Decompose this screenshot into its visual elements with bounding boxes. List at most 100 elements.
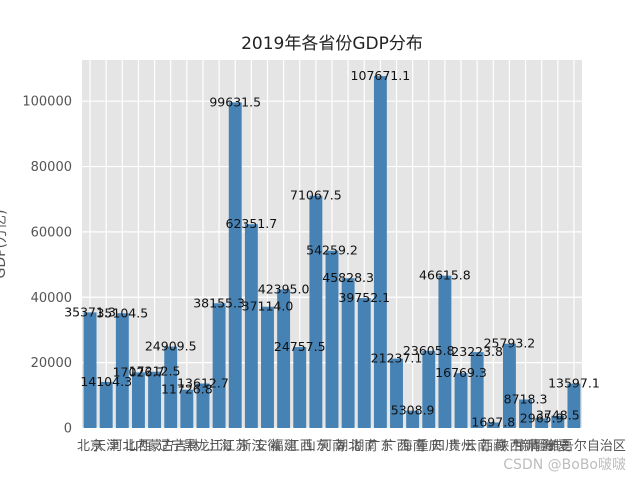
x-category-label: 新疆维吾尔自治区 — [522, 438, 626, 454]
x-category-label: 青海 — [529, 439, 555, 454]
bar — [422, 350, 436, 428]
x-category-label: 江苏 — [222, 438, 248, 454]
x-category-label: 西藏 — [480, 439, 506, 454]
data-label: 23223.8 — [451, 344, 503, 359]
data-label: 3748.5 — [536, 408, 580, 423]
data-label: 11726.8 — [161, 382, 213, 397]
bar — [212, 303, 226, 428]
chart-title: 2019年各省份GDP分布 — [241, 34, 423, 54]
bars — [83, 76, 581, 429]
bar — [486, 422, 500, 428]
x-category-label: 海南 — [400, 438, 426, 454]
x-category-label: 贵州 — [448, 439, 474, 454]
bar — [454, 373, 468, 428]
data-label: 99631.5 — [209, 94, 261, 109]
x-category-label: 广西 — [384, 439, 410, 454]
x-category-label: 湖南 — [351, 438, 377, 454]
bar — [196, 383, 210, 428]
x-category-label: 四川 — [432, 439, 458, 454]
x-category-label: 安徽 — [254, 439, 280, 454]
bar — [567, 383, 581, 428]
x-category-label: 云南 — [464, 438, 490, 454]
bar — [535, 418, 549, 428]
bar — [551, 415, 565, 428]
y-tick-label: 100000 — [22, 95, 72, 110]
x-category-label: 广东 — [367, 439, 393, 454]
data-label: 14104.3 — [80, 374, 132, 389]
data-label: 8718.3 — [504, 392, 548, 407]
x-category-label: 宁夏 — [545, 438, 571, 454]
x-category-label: 河南 — [319, 438, 345, 454]
bar — [373, 76, 387, 429]
data-label: 46615.8 — [419, 268, 471, 283]
data-label: 35371.3 — [64, 304, 116, 319]
x-category-label: 福建 — [271, 439, 297, 454]
data-label: 17026.7 — [113, 364, 165, 379]
bar — [357, 298, 371, 428]
data-label: 25793.2 — [484, 336, 536, 351]
data-label: 38155.3 — [193, 295, 245, 310]
bar — [132, 372, 145, 428]
y-tick-label: 0 — [64, 422, 72, 437]
data-label: 107671.1 — [351, 68, 411, 83]
y-tick-label: 40000 — [31, 291, 72, 306]
data-label: 37114.0 — [242, 299, 294, 314]
data-label: 23605.8 — [403, 343, 455, 358]
bar — [325, 250, 339, 428]
data-label: 1697.8 — [471, 414, 515, 429]
watermark: CSDN @BoBo啵啵 — [503, 457, 626, 473]
bar — [99, 381, 113, 428]
bar — [180, 389, 194, 428]
x-category-label: 山东 — [303, 439, 329, 454]
bar — [244, 224, 258, 428]
data-label: 5308.9 — [391, 403, 435, 418]
bar — [390, 358, 403, 428]
x-category-label: 黑龙江 — [183, 439, 222, 454]
x-category-label: 浙江 — [238, 439, 264, 454]
x-category-label: 北京 — [77, 439, 103, 454]
y-axis-label: GDP(万亿) — [0, 210, 9, 279]
x-category-label: 辽宁 — [158, 438, 184, 454]
x-category-label: 湖北 — [335, 439, 361, 454]
bar — [470, 352, 484, 428]
bar — [228, 102, 242, 428]
data-label: 24909.5 — [145, 339, 197, 354]
data-label: 21237.1 — [371, 351, 423, 366]
data-label: 39752.1 — [338, 290, 390, 305]
data-label: 54259.2 — [306, 243, 358, 258]
bar — [83, 312, 97, 428]
data-label: 2965.9 — [520, 410, 564, 425]
bar — [164, 346, 178, 428]
bar — [406, 410, 420, 428]
y-tick-label: 20000 — [31, 356, 72, 371]
data-label: 16769.3 — [435, 365, 487, 380]
x-category-label: 重庆 — [416, 438, 442, 454]
data-label: 71067.5 — [290, 188, 342, 203]
data-label: 35104.5 — [96, 305, 148, 320]
bar — [309, 195, 323, 428]
data-label: 62351.7 — [226, 216, 278, 231]
bar — [438, 275, 452, 428]
bar — [293, 347, 307, 428]
bar — [277, 289, 291, 428]
data-label: 45828.3 — [322, 270, 374, 285]
x-category-label: 河北 — [109, 439, 135, 454]
bar — [115, 313, 129, 428]
x-category-label: 甘肃 — [513, 439, 539, 454]
data-label: 13597.1 — [548, 376, 600, 391]
y-tick-label: 60000 — [31, 225, 72, 240]
x-category-label: 内蒙古 — [135, 438, 174, 454]
data-label: 24757.5 — [274, 339, 326, 354]
x-category-label: 陕西 — [496, 439, 522, 454]
x-category-label: 江西 — [287, 439, 313, 454]
y-axis-ticks: 0 20000 40000 60000 80000 100000 — [22, 95, 72, 437]
x-axis-category-labels: 北京天津河北山西内蒙古辽宁吉林黑龙江上海江苏浙江安徽福建江西山东河南湖北湖南广东… — [77, 438, 626, 454]
bar — [148, 371, 162, 428]
data-label: 13612.7 — [177, 376, 229, 391]
bar — [502, 343, 516, 428]
x-category-label: 天津 — [93, 439, 119, 454]
y-tick-label: 80000 — [31, 160, 72, 175]
